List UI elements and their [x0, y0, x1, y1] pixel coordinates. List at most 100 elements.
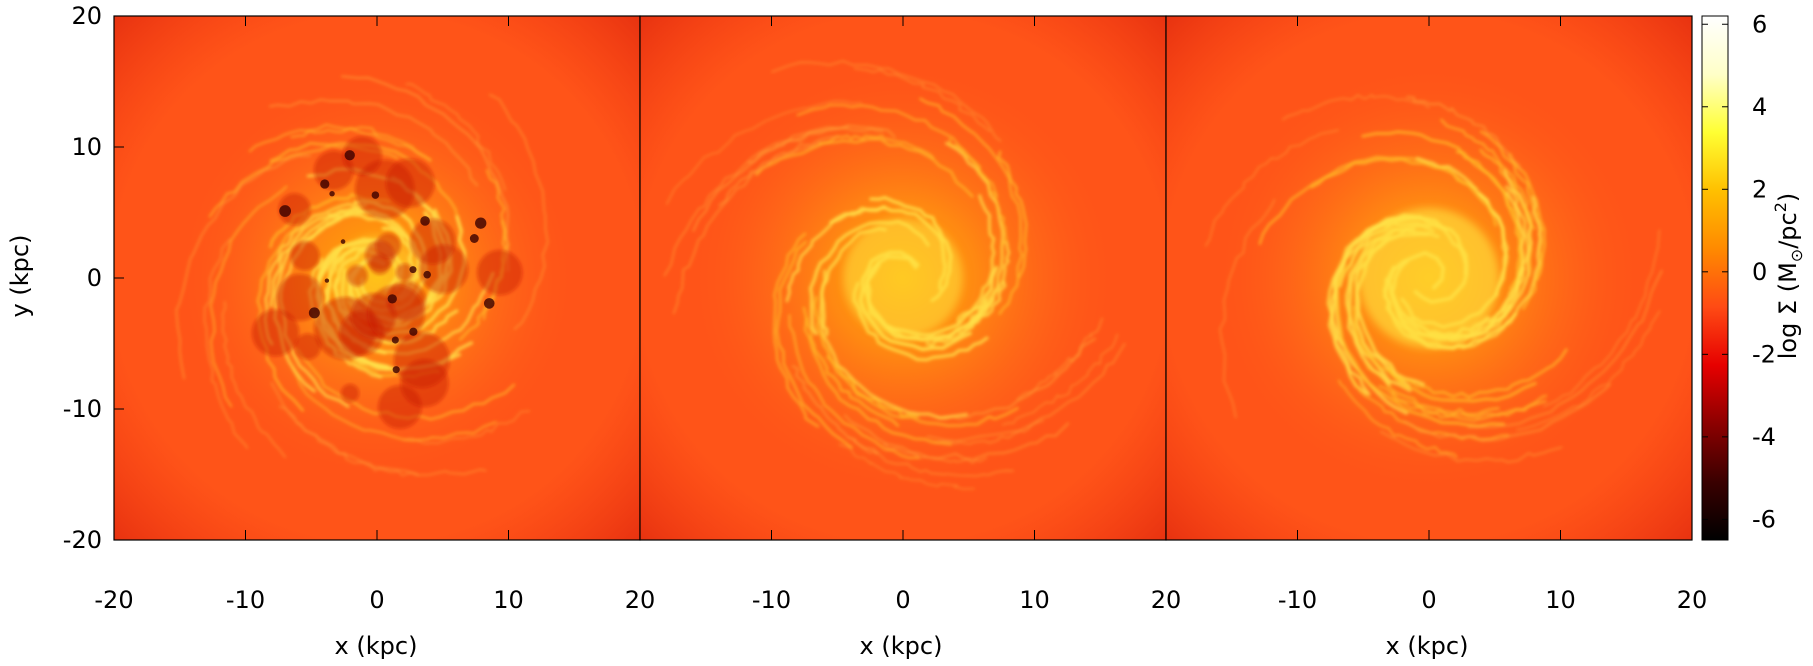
- void: [278, 193, 311, 226]
- filament: [796, 104, 998, 198]
- filament: [1489, 185, 1530, 324]
- filament: [773, 232, 820, 428]
- y-tick-label: 10: [71, 133, 102, 161]
- x-tick-label: 10: [493, 586, 524, 614]
- void-core: [483, 298, 495, 309]
- filament: [1440, 118, 1536, 230]
- galactic-core: [843, 218, 963, 338]
- x-axis-label-2: x (kpc): [860, 632, 943, 660]
- colorbar-tick-label: 0: [1752, 258, 1767, 286]
- void-core: [340, 239, 346, 244]
- filament: [1361, 130, 1521, 291]
- void-core: [469, 234, 479, 243]
- density-map: [1166, 16, 1692, 540]
- y-tick-label: 0: [87, 264, 102, 292]
- filament: [402, 410, 531, 445]
- filament: [956, 194, 996, 323]
- filament: [1351, 378, 1510, 441]
- void: [290, 240, 320, 271]
- void-core: [420, 216, 430, 226]
- filament: [805, 317, 900, 427]
- panel-1: -20 -10 0 10 20 -20 -10 0 10 20: [63, 2, 655, 614]
- void: [341, 384, 360, 403]
- filament: [771, 60, 1002, 142]
- filament: [1388, 348, 1568, 399]
- y-axis-label: y (kpc): [6, 235, 34, 318]
- filament: [819, 269, 968, 420]
- filament: [1016, 317, 1103, 400]
- filament: [755, 137, 974, 198]
- filament: [1463, 195, 1542, 349]
- x-tick-label: 20: [1677, 586, 1708, 614]
- filament: [405, 83, 506, 191]
- x-axis-labels: x (kpc) x (kpc) x (kpc): [335, 632, 1469, 660]
- filament: [1337, 379, 1458, 458]
- void-core: [391, 336, 399, 344]
- x-tick-label: -10: [752, 586, 791, 614]
- filament: [1282, 93, 1430, 121]
- filament: [256, 213, 309, 412]
- galactic-core: [1359, 208, 1499, 348]
- filament: [1479, 130, 1544, 281]
- void: [294, 333, 321, 360]
- void-core: [392, 366, 400, 374]
- x-tick-label: 20: [625, 586, 656, 614]
- filament: [948, 138, 1008, 246]
- x-tick-label: 10: [1545, 586, 1576, 614]
- filament: [672, 141, 822, 315]
- filament: [341, 75, 510, 272]
- filament: [926, 343, 1126, 442]
- x-tick-label: -10: [1278, 586, 1317, 614]
- colorbar: 6 4 2 0 -2 -4 -6: [1701, 10, 1776, 541]
- y-tick-label: -10: [63, 395, 102, 423]
- void-core: [308, 307, 320, 319]
- filament: [1406, 95, 1521, 170]
- void: [346, 265, 368, 287]
- filament: [666, 100, 862, 205]
- filament: [838, 443, 975, 490]
- colorbar-label-sun: ⊙: [1787, 249, 1806, 262]
- void-core: [324, 278, 330, 283]
- filament: [747, 124, 884, 164]
- filament: [818, 134, 935, 160]
- colorbar-tick-label: -6: [1752, 505, 1776, 533]
- filament: [692, 126, 896, 232]
- x-tick-label: 0: [895, 586, 910, 614]
- filament: [1219, 198, 1276, 419]
- colorbar-label: log Σ (M⊙/pc2): [1771, 193, 1806, 360]
- void-core: [279, 205, 292, 217]
- filament: [785, 205, 887, 303]
- x-tick-label: 20: [1151, 586, 1182, 614]
- void-core: [475, 217, 487, 229]
- filament: [290, 127, 432, 162]
- filament: [919, 97, 1024, 278]
- x-tick-label: 0: [1421, 586, 1436, 614]
- filament: [1391, 390, 1548, 419]
- filament: [1508, 152, 1546, 310]
- filament: [775, 240, 853, 449]
- colorbar-tick-label: 2: [1752, 175, 1767, 203]
- colorbar-tick-label: -2: [1752, 340, 1776, 368]
- filament: [1379, 430, 1563, 463]
- void-core: [329, 191, 335, 197]
- filament: [221, 301, 287, 458]
- filament: [936, 337, 1096, 421]
- filament: [273, 210, 389, 393]
- filament: [843, 414, 1070, 461]
- void: [409, 218, 456, 265]
- spiral-filaments: [663, 60, 1126, 490]
- filament: [1310, 157, 1498, 227]
- y-tick-label: 20: [71, 2, 102, 30]
- x-tick-label: -10: [226, 586, 265, 614]
- filament: [848, 436, 1014, 477]
- colorbar-tick-label: 6: [1752, 10, 1767, 38]
- void-core: [423, 270, 431, 279]
- low-density-voids: [251, 136, 523, 429]
- filament: [1467, 269, 1663, 429]
- density-map: [640, 16, 1166, 540]
- x-axis-label-1: x (kpc): [335, 632, 418, 660]
- x-tick-label: 0: [369, 586, 384, 614]
- void-core: [344, 150, 355, 161]
- filament: [826, 355, 1019, 427]
